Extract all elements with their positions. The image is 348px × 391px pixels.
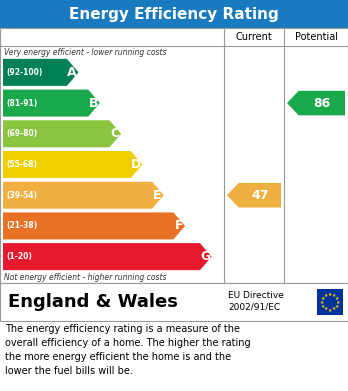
Polygon shape xyxy=(3,151,142,178)
Text: (1-20): (1-20) xyxy=(6,252,32,261)
Text: 47: 47 xyxy=(251,189,269,202)
Text: The energy efficiency rating is a measure of the
overall efficiency of a home. T: The energy efficiency rating is a measur… xyxy=(5,324,251,376)
Text: Energy Efficiency Rating: Energy Efficiency Rating xyxy=(69,7,279,22)
Text: ★: ★ xyxy=(320,300,324,305)
Text: ★: ★ xyxy=(321,296,325,301)
Polygon shape xyxy=(287,91,345,115)
Text: ★: ★ xyxy=(332,292,336,298)
Bar xyxy=(317,289,343,315)
Text: (55-68): (55-68) xyxy=(6,160,37,169)
Text: England & Wales: England & Wales xyxy=(8,293,178,311)
Polygon shape xyxy=(3,120,121,147)
Text: ★: ★ xyxy=(328,292,332,296)
Text: ★: ★ xyxy=(335,296,339,301)
Text: Very energy efficient - lower running costs: Very energy efficient - lower running co… xyxy=(4,48,166,57)
Text: ★: ★ xyxy=(332,307,336,311)
Polygon shape xyxy=(3,90,100,117)
Text: G: G xyxy=(200,250,211,263)
Text: ★: ★ xyxy=(335,303,339,308)
Text: D: D xyxy=(131,158,141,171)
Text: Not energy efficient - higher running costs: Not energy efficient - higher running co… xyxy=(4,273,166,282)
Text: (81-91): (81-91) xyxy=(6,99,37,108)
Text: B: B xyxy=(89,97,98,109)
Text: Potential: Potential xyxy=(294,32,338,42)
Text: ★: ★ xyxy=(336,300,340,305)
Text: ★: ★ xyxy=(328,307,332,312)
Text: E: E xyxy=(153,189,161,202)
Text: (39-54): (39-54) xyxy=(6,191,37,200)
Polygon shape xyxy=(3,182,164,209)
Text: 86: 86 xyxy=(313,97,331,109)
Text: F: F xyxy=(174,219,183,232)
Polygon shape xyxy=(227,183,281,208)
Text: (21-38): (21-38) xyxy=(6,221,37,230)
Polygon shape xyxy=(3,243,212,270)
Polygon shape xyxy=(3,59,79,86)
Text: C: C xyxy=(110,127,119,140)
Bar xyxy=(0,28,348,283)
Polygon shape xyxy=(3,212,185,239)
Text: ★: ★ xyxy=(324,292,328,298)
Text: (69-80): (69-80) xyxy=(6,129,37,138)
Text: A: A xyxy=(68,66,77,79)
Text: (92-100): (92-100) xyxy=(6,68,42,77)
Text: ★: ★ xyxy=(321,303,325,308)
Text: Current: Current xyxy=(236,32,272,42)
Text: EU Directive
2002/91/EC: EU Directive 2002/91/EC xyxy=(228,291,284,311)
Bar xyxy=(0,283,348,321)
Bar xyxy=(0,0,348,28)
Text: ★: ★ xyxy=(324,307,328,311)
